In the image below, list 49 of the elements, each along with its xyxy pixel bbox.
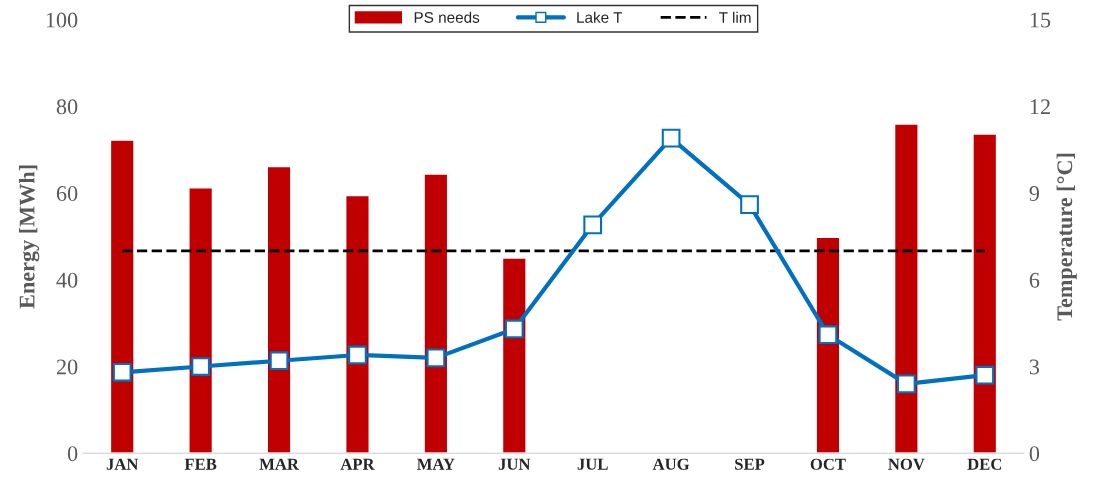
point [348,345,367,365]
legend-label: T lim [719,11,751,23]
point [504,319,524,339]
point [112,362,132,382]
y-tick-label: 80 [56,99,78,115]
y-axis-title: Energy [MWh] [18,165,40,309]
point [740,195,759,214]
y-tick-label: 60 [56,185,78,201]
point [426,348,446,368]
point [191,357,211,376]
bar [893,123,919,454]
bar [345,194,370,454]
point [896,374,916,394]
y2-tick-label: 3 [1029,359,1040,375]
legend-label: Lake T [577,11,623,23]
y-tick-label: 100 [46,12,78,28]
bar [188,187,214,454]
y2-tick-label: 9 [1029,186,1040,201]
point [818,325,838,345]
x-tick-label: NOV [888,458,925,470]
x-tick-label: FEB [184,458,217,470]
x-tick-label: JAN [106,458,139,470]
x-tick-label: SEP [735,458,765,470]
bar [266,165,292,454]
bar [972,133,998,454]
x-tick-label: DEC [967,458,1002,470]
x-tick-label: APR [340,458,375,470]
point [975,365,995,385]
legend-label: PS needs [414,11,480,23]
y2-tick-label: 15 [1030,12,1051,28]
y-tick-label: 40 [56,272,78,288]
y2-axis-title: Temperature [°C] [1056,153,1077,321]
point [583,215,603,235]
x-tick-label: MAY [417,458,455,470]
x-tick-label: MAR [259,458,300,470]
y-tick-label: 0 [67,446,78,462]
point [661,128,681,148]
point [269,351,289,371]
x-tick-label: OCT [810,458,846,470]
bar [109,139,135,454]
bar [501,257,527,454]
y-tick-label: 20 [56,359,78,375]
bar [423,173,449,454]
x-tick-label: JUL [577,458,608,470]
x-tick-label: AUG [652,458,690,470]
x-tick-label: JUN [498,458,531,470]
y2-tick-label: 0 [1029,446,1040,462]
y2-tick-label: 6 [1029,272,1040,288]
y2-tick-label: 12 [1030,99,1050,115]
